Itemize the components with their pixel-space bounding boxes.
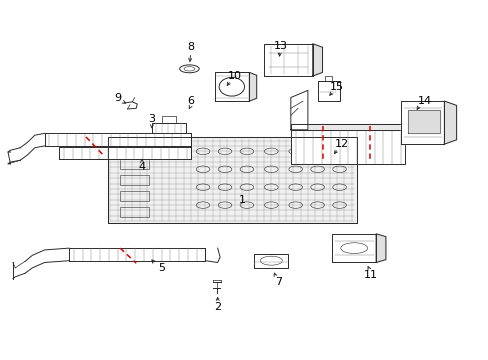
Bar: [120, 191, 149, 201]
Text: 8: 8: [187, 42, 194, 52]
Text: 4: 4: [138, 162, 145, 172]
Bar: [120, 143, 149, 153]
Polygon shape: [444, 101, 456, 144]
Text: 9: 9: [114, 93, 121, 103]
Text: 1: 1: [238, 195, 245, 205]
Polygon shape: [254, 253, 288, 268]
Polygon shape: [407, 110, 439, 134]
Polygon shape: [290, 90, 307, 130]
Text: 2: 2: [214, 302, 221, 312]
Bar: [120, 159, 149, 169]
Text: 3: 3: [148, 114, 155, 124]
Polygon shape: [375, 234, 385, 262]
Polygon shape: [290, 130, 405, 164]
Text: 5: 5: [158, 263, 165, 273]
Polygon shape: [317, 81, 339, 101]
Text: 6: 6: [187, 96, 194, 106]
Polygon shape: [59, 147, 190, 159]
Ellipse shape: [179, 65, 199, 73]
Text: 15: 15: [329, 82, 344, 92]
Polygon shape: [108, 137, 356, 223]
Text: 11: 11: [364, 270, 378, 280]
Polygon shape: [264, 44, 312, 76]
Polygon shape: [69, 248, 205, 261]
Text: 14: 14: [417, 96, 431, 106]
Polygon shape: [331, 234, 375, 262]
Text: 10: 10: [227, 71, 241, 81]
Bar: [120, 175, 149, 185]
Polygon shape: [44, 134, 190, 146]
Polygon shape: [290, 125, 405, 130]
Polygon shape: [215, 72, 249, 101]
Text: 13: 13: [273, 41, 287, 50]
Polygon shape: [312, 44, 322, 76]
Text: 7: 7: [275, 277, 282, 287]
Text: 12: 12: [334, 139, 348, 149]
Bar: [120, 207, 149, 217]
Polygon shape: [249, 72, 256, 101]
Polygon shape: [152, 123, 185, 134]
Polygon shape: [400, 101, 444, 144]
